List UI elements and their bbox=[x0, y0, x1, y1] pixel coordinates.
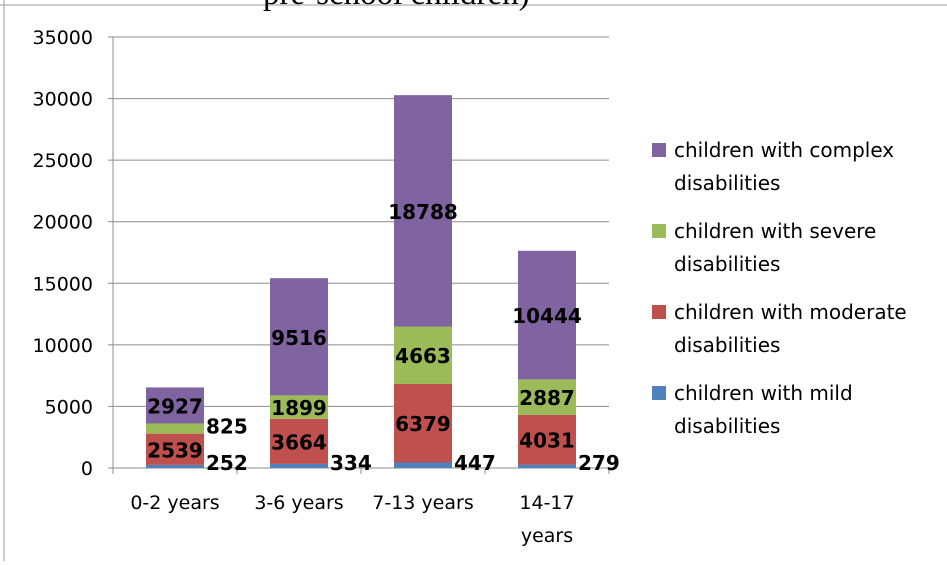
bar-segment bbox=[270, 464, 328, 468]
y-tick-label: 10000 bbox=[33, 335, 93, 357]
legend-entry: children with moderate disabilities bbox=[674, 300, 907, 357]
data-label: 10444 bbox=[512, 304, 582, 328]
data-label: 334 bbox=[330, 451, 372, 475]
y-axis-tick-labels: 0 5000 10000 15000 20000 25000 30000 35000 bbox=[33, 27, 93, 480]
chart-title-fragment: pre-school children) bbox=[263, 0, 530, 13]
y-tick-label: 20000 bbox=[33, 212, 93, 234]
x-tick-label: 7-13 years bbox=[372, 492, 473, 514]
y-tick-label: 15000 bbox=[33, 273, 93, 295]
y-tick-label: 30000 bbox=[33, 89, 93, 111]
legend-swatch bbox=[652, 305, 666, 319]
data-label: 447 bbox=[454, 451, 496, 475]
x-tick-label: 3-6 years bbox=[254, 492, 343, 514]
x-tick-label: 14-17 years bbox=[519, 492, 574, 547]
y-tick-label: 0 bbox=[81, 458, 93, 480]
legend-swatch bbox=[652, 224, 666, 238]
bar-segment bbox=[394, 462, 452, 468]
bar-segment bbox=[146, 465, 204, 468]
y-tick-label: 25000 bbox=[33, 150, 93, 172]
legend-entry: children with mild disabilities bbox=[674, 381, 853, 438]
y-tick-label: 35000 bbox=[33, 27, 93, 49]
data-label: 4663 bbox=[395, 344, 451, 368]
data-label: 2539 bbox=[147, 438, 203, 462]
data-label: 18788 bbox=[388, 200, 458, 224]
legend-entry: children with complex disabilities bbox=[674, 138, 894, 195]
legend-entry: children with severe disabilities bbox=[674, 219, 876, 276]
data-label: 1899 bbox=[271, 396, 327, 420]
data-label: 825 bbox=[206, 414, 248, 438]
bar-segment bbox=[518, 465, 576, 468]
x-axis-tick-labels: 0-2 years 3-6 years 7-13 years 14-17 years bbox=[130, 492, 574, 547]
legend-swatch bbox=[652, 143, 666, 157]
bar-stacks bbox=[146, 95, 576, 468]
data-label: 4031 bbox=[519, 429, 575, 453]
data-label: 2887 bbox=[519, 386, 575, 410]
legend-swatch bbox=[652, 386, 666, 400]
data-label: 279 bbox=[578, 451, 620, 475]
legend: children with complex disabilities childre… bbox=[652, 138, 907, 438]
data-label: 252 bbox=[206, 451, 248, 475]
data-label: 6379 bbox=[395, 412, 451, 436]
y-tick-label: 5000 bbox=[45, 396, 93, 418]
x-tick-label: 0-2 years bbox=[130, 492, 219, 514]
bar-segment bbox=[146, 423, 204, 433]
data-label: 9516 bbox=[271, 326, 327, 350]
data-label: 3664 bbox=[271, 430, 327, 454]
data-label: 2927 bbox=[147, 394, 203, 418]
